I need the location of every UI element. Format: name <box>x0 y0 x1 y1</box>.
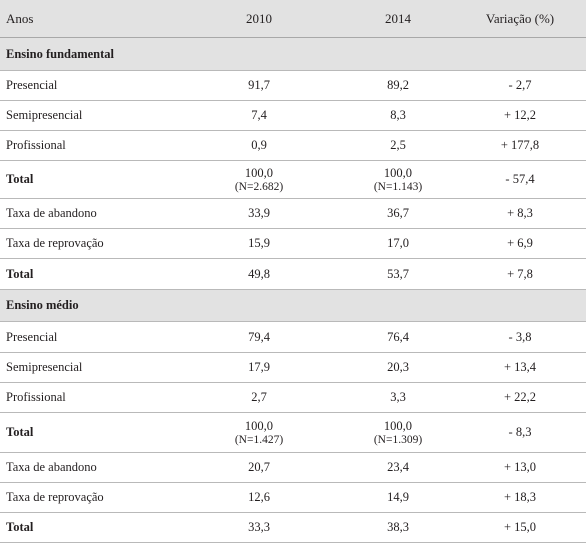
table-row: Taxa de reprovação 12,6 14,9 + 18,3 <box>0 483 586 513</box>
cell-2014: 23,4 <box>387 460 409 474</box>
cell-2014: 3,3 <box>390 390 406 404</box>
row-label: Taxa de reprovação <box>6 490 104 504</box>
total-value: 100,0 <box>244 165 274 180</box>
cell-variacao: + 12,2 <box>503 108 537 122</box>
cell-2014: 14,9 <box>387 490 409 504</box>
cell-2010: 0,9 <box>251 138 267 152</box>
cell-2014: 36,7 <box>387 206 409 220</box>
cell-variacao: + 13,0 <box>503 460 537 474</box>
total-n: (N=1.309) <box>373 433 423 446</box>
cell-2014: 76,4 <box>387 329 409 344</box>
total-n: (N=1.143) <box>373 180 423 193</box>
table-row: Taxa de abandono 33,9 36,7 + 8,3 <box>0 199 586 229</box>
cell-2014: 100,0 (N=1.143) <box>353 161 443 198</box>
table-row: Profissional 0,9 2,5 + 177,8 <box>0 131 586 161</box>
table-row: Taxa de abandono 20,7 23,4 + 13,0 <box>0 453 586 483</box>
row-label: Total <box>6 172 34 186</box>
total-n: (N=1.427) <box>234 433 284 446</box>
row-label: Presencial <box>6 78 58 92</box>
cell-2014: 17,0 <box>387 236 409 250</box>
total-n: (N=2.682) <box>234 180 284 193</box>
cell-2010: 79,4 <box>248 329 270 344</box>
cell-2010: 20,7 <box>248 460 270 474</box>
row-label: Presencial <box>6 329 58 344</box>
cell-2014: 20,3 <box>387 360 409 374</box>
cell-2010: 33,9 <box>248 206 270 220</box>
row-label: Semipresencial <box>6 360 83 374</box>
cell-2010: 15,9 <box>248 236 270 250</box>
row-label: Taxa de reprovação <box>6 236 104 250</box>
table-header: Anos 2010 2014 Variação (%) <box>0 0 586 38</box>
cell-2014: 38,3 <box>387 520 409 534</box>
table-row: Presencial 79,4 76,4 - 3,8 <box>0 322 586 353</box>
cell-variacao: + 15,0 <box>503 520 537 534</box>
section-title: Ensino fundamental <box>6 46 115 61</box>
section-title: Ensino médio <box>6 298 79 312</box>
cell-2010: 12,6 <box>248 490 270 504</box>
cell-variacao: + 13,4 <box>503 360 537 374</box>
section-fundamental: Ensino fundamental <box>0 38 586 71</box>
table-row: Taxa de reprovação 15,9 17,0 + 6,9 <box>0 229 586 259</box>
cell-variacao: - 2,7 <box>508 78 532 92</box>
header-variacao: Variação (%) <box>485 10 555 26</box>
cell-2010: 49,8 <box>248 266 270 281</box>
cell-2010: 91,7 <box>248 78 270 92</box>
cell-variacao: + 8,3 <box>507 206 533 220</box>
header-anos: Anos <box>6 10 34 26</box>
table-row-total: Total 49,8 53,7 + 7,8 <box>0 259 586 290</box>
cell-2010: 2,7 <box>251 390 267 404</box>
row-label: Profissional <box>6 138 66 152</box>
cell-2010: 100,0 (N=1.427) <box>214 413 304 452</box>
row-label: Total <box>6 425 34 439</box>
cell-variacao: + 6,9 <box>507 236 533 250</box>
row-label: Profissional <box>6 390 66 404</box>
cell-variacao: + 18,3 <box>503 490 537 504</box>
total-value: 100,0 <box>244 418 274 433</box>
cell-2014: 89,2 <box>387 78 409 92</box>
row-label: Taxa de abandono <box>6 460 97 474</box>
total-value: 100,0 <box>383 165 413 180</box>
row-label: Total <box>6 266 34 281</box>
cell-variacao: + 177,8 <box>500 138 540 152</box>
cell-2014: 8,3 <box>390 108 406 122</box>
cell-variacao: - 8,3 <box>508 425 532 439</box>
section-medio: Ensino médio <box>0 290 586 322</box>
cell-2014: 53,7 <box>387 266 409 281</box>
row-label: Total <box>6 520 34 534</box>
cell-variacao: + 22,2 <box>503 390 537 404</box>
cell-2014: 100,0 (N=1.309) <box>353 413 443 452</box>
cell-2010: 100,0 (N=2.682) <box>214 161 304 198</box>
table-row: Presencial 91,7 89,2 - 2,7 <box>0 71 586 101</box>
table-row: Semipresencial 17,9 20,3 + 13,4 <box>0 353 586 383</box>
table-row-total: Total 100,0 (N=2.682) 100,0 (N=1.143) - 57… <box>0 161 586 199</box>
table-row: Semipresencial 7,4 8,3 + 12,2 <box>0 101 586 131</box>
table-row: Profissional 2,7 3,3 + 22,2 <box>0 383 586 413</box>
cell-2014: 2,5 <box>390 138 406 152</box>
row-label: Taxa de abandono <box>6 206 97 220</box>
header-2010: 2010 <box>246 10 272 26</box>
total-value: 100,0 <box>383 418 413 433</box>
cell-2010: 17,9 <box>248 360 270 374</box>
row-label: Semipresencial <box>6 108 83 122</box>
cell-variacao: - 3,8 <box>508 329 532 344</box>
cell-2010: 7,4 <box>251 108 267 122</box>
cell-variacao: - 57,4 <box>505 172 535 186</box>
cell-variacao: + 7,8 <box>507 266 533 281</box>
header-2014: 2014 <box>385 10 411 26</box>
table-row-total: Total 33,3 38,3 + 15,0 <box>0 513 586 543</box>
cell-2010: 33,3 <box>248 520 270 534</box>
table-row-total: Total 100,0 (N=1.427) 100,0 (N=1.309) - 8,… <box>0 413 586 453</box>
